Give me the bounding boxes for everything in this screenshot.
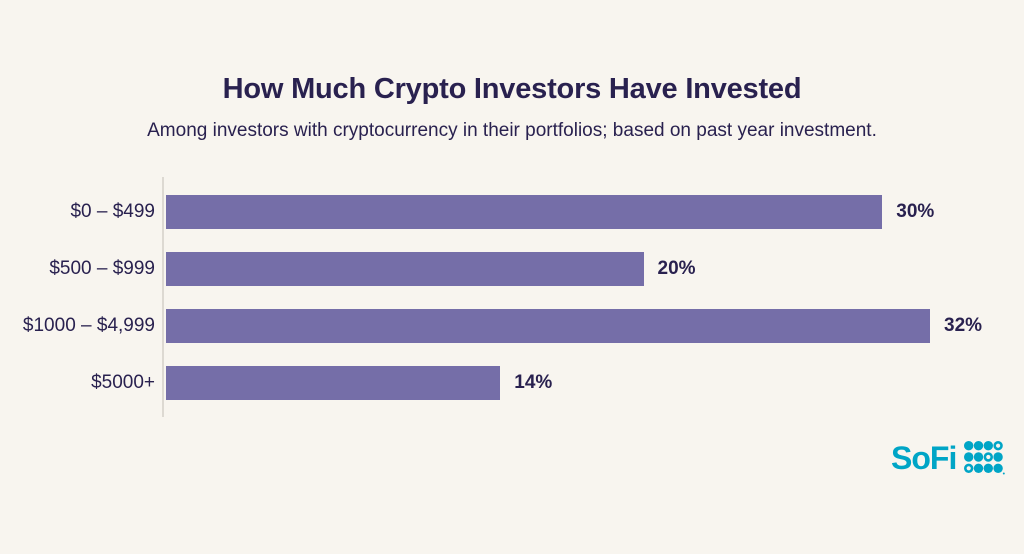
category-label: $500 – $999	[49, 257, 155, 279]
chart-row: $1000 – $4,999 32%	[0, 297, 1024, 354]
chart-row: $500 – $999 20%	[0, 240, 1024, 297]
chart-subtitle: Among investors with cryptocurrency in t…	[147, 120, 877, 141]
y-axis-line	[162, 177, 164, 417]
category-label: $1000 – $4,999	[22, 314, 155, 336]
chart-rows: $0 – $499 30% $500 – $999 20% $1000 – $4,999…	[0, 183, 1024, 411]
sofi-logo-text: SoFi	[891, 440, 957, 476]
bar-chart: $0 – $499 30% $500 – $999 20% $1000 – $4,999…	[0, 177, 1024, 417]
value-label: 14%	[514, 371, 553, 393]
bar	[166, 308, 930, 343]
value-label: 30%	[896, 200, 935, 222]
category-label: $0 – $499	[70, 200, 155, 222]
chart-title: How Much Crypto Investors Have Invested	[222, 73, 802, 105]
chart-row: $0 – $499 30%	[0, 183, 1024, 240]
chart-row: $5000+ 14%	[0, 354, 1024, 411]
category-label: $5000+	[91, 371, 155, 393]
sofi-dot-grid-icon	[964, 441, 1006, 475]
value-label: 32%	[944, 314, 983, 336]
sofi-logo: SoFi	[891, 440, 1006, 476]
bar	[166, 251, 644, 286]
bar	[166, 194, 883, 229]
bar	[166, 365, 501, 400]
value-label: 20%	[657, 257, 696, 279]
